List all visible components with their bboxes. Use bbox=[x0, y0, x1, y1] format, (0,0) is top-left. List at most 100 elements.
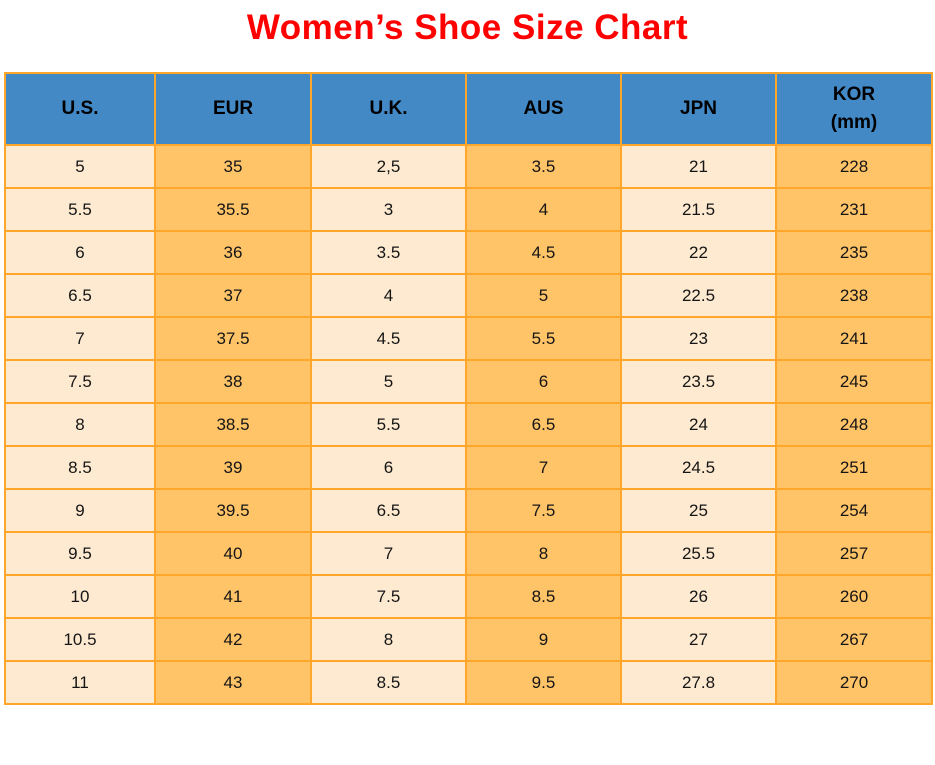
table-cell: 39 bbox=[154, 445, 312, 490]
table-row: 6 36 3.5 4.5 22 235 bbox=[4, 230, 933, 275]
table-cell: 7 bbox=[4, 316, 156, 361]
table-cell: 36 bbox=[154, 230, 312, 275]
column-header-us: U.S. bbox=[4, 72, 156, 146]
table-cell: 41 bbox=[154, 574, 312, 619]
table-cell: 257 bbox=[775, 531, 933, 576]
table-cell: 8 bbox=[465, 531, 622, 576]
table-cell: 228 bbox=[775, 144, 933, 189]
table-row: 10.5 42 8 9 27 267 bbox=[4, 617, 933, 662]
table-cell: 23.5 bbox=[620, 359, 777, 404]
table-cell: 25.5 bbox=[620, 531, 777, 576]
table-row: 10 41 7.5 8.5 26 260 bbox=[4, 574, 933, 619]
table-cell: 35.5 bbox=[154, 187, 312, 232]
column-header-eur: EUR bbox=[154, 72, 312, 146]
table-cell: 231 bbox=[775, 187, 933, 232]
table-cell: 26 bbox=[620, 574, 777, 619]
page-title: Women’s Shoe Size Chart bbox=[246, 8, 689, 47]
table-cell: 21.5 bbox=[620, 187, 777, 232]
table-cell: 3.5 bbox=[310, 230, 467, 275]
table-cell: 4.5 bbox=[465, 230, 622, 275]
table-cell: 4 bbox=[310, 273, 467, 318]
table-cell: 9.5 bbox=[465, 660, 622, 705]
table-cell: 4.5 bbox=[310, 316, 467, 361]
table-cell: 6.5 bbox=[465, 402, 622, 447]
table-row: 11 43 8.5 9.5 27.8 270 bbox=[4, 660, 933, 705]
column-header-uk: U.K. bbox=[310, 72, 467, 146]
table-cell: 39.5 bbox=[154, 488, 312, 533]
table-cell: 4 bbox=[465, 187, 622, 232]
table-row: 8 38.5 5.5 6.5 24 248 bbox=[4, 402, 933, 447]
column-header-kor: KOR (mm) bbox=[775, 72, 933, 146]
table-cell: 6 bbox=[4, 230, 156, 275]
table-cell: 254 bbox=[775, 488, 933, 533]
table-cell: 248 bbox=[775, 402, 933, 447]
table-cell: 251 bbox=[775, 445, 933, 490]
table-cell: 24.5 bbox=[620, 445, 777, 490]
table-cell: 6 bbox=[465, 359, 622, 404]
table-cell: 3 bbox=[310, 187, 467, 232]
table-cell: 10.5 bbox=[4, 617, 156, 662]
table-row: 9.5 40 7 8 25.5 257 bbox=[4, 531, 933, 576]
table-row: 7 37.5 4.5 5.5 23 241 bbox=[4, 316, 933, 361]
table-cell: 2,5 bbox=[310, 144, 467, 189]
table-cell: 24 bbox=[620, 402, 777, 447]
table-row: 6.5 37 4 5 22.5 238 bbox=[4, 273, 933, 318]
table-cell: 8 bbox=[310, 617, 467, 662]
column-header-kor-label: KOR bbox=[832, 83, 876, 105]
table-cell: 9 bbox=[465, 617, 622, 662]
table-cell: 43 bbox=[154, 660, 312, 705]
table-cell: 7.5 bbox=[310, 574, 467, 619]
shoe-size-table: U.S. EUR U.K. AUS JPN KOR (mm) 5 35 2,5 3.5… bbox=[4, 72, 933, 705]
table-row: 7.5 38 5 6 23.5 245 bbox=[4, 359, 933, 404]
table-body: 5 35 2,5 3.5 21 228 5.5 35.5 3 4 21.5 231 6 36 3.5 4.5 2… bbox=[4, 144, 933, 705]
table-cell: 27 bbox=[620, 617, 777, 662]
table-cell: 35 bbox=[154, 144, 312, 189]
table-cell: 21 bbox=[620, 144, 777, 189]
table-cell: 5.5 bbox=[465, 316, 622, 361]
table-cell: 37 bbox=[154, 273, 312, 318]
table-cell: 7.5 bbox=[4, 359, 156, 404]
table-cell: 38.5 bbox=[154, 402, 312, 447]
table-cell: 22.5 bbox=[620, 273, 777, 318]
table-cell: 22 bbox=[620, 230, 777, 275]
table-cell: 42 bbox=[154, 617, 312, 662]
column-header-aus: AUS bbox=[465, 72, 622, 146]
table-cell: 40 bbox=[154, 531, 312, 576]
table-cell: 6.5 bbox=[310, 488, 467, 533]
table-cell: 9 bbox=[4, 488, 156, 533]
table-cell: 5.5 bbox=[4, 187, 156, 232]
table-cell: 5 bbox=[465, 273, 622, 318]
table-cell: 25 bbox=[620, 488, 777, 533]
table-cell: 8.5 bbox=[465, 574, 622, 619]
table-cell: 23 bbox=[620, 316, 777, 361]
table-row: 5 35 2,5 3.5 21 228 bbox=[4, 144, 933, 189]
table-cell: 8.5 bbox=[4, 445, 156, 490]
table-cell: 270 bbox=[775, 660, 933, 705]
table-row: 9 39.5 6.5 7.5 25 254 bbox=[4, 488, 933, 533]
table-row: 5.5 35.5 3 4 21.5 231 bbox=[4, 187, 933, 232]
table-cell: 5.5 bbox=[310, 402, 467, 447]
table-cell: 37.5 bbox=[154, 316, 312, 361]
table-cell: 7.5 bbox=[465, 488, 622, 533]
table-cell: 5 bbox=[310, 359, 467, 404]
table-cell: 7 bbox=[310, 531, 467, 576]
table-cell: 5 bbox=[4, 144, 156, 189]
table-cell: 235 bbox=[775, 230, 933, 275]
table-row: 8.5 39 6 7 24.5 251 bbox=[4, 445, 933, 490]
table-cell: 6.5 bbox=[4, 273, 156, 318]
table-cell: 11 bbox=[4, 660, 156, 705]
table-cell: 10 bbox=[4, 574, 156, 619]
table-cell: 38 bbox=[154, 359, 312, 404]
column-header-jpn: JPN bbox=[620, 72, 777, 146]
header-row: U.S. EUR U.K. AUS JPN KOR (mm) bbox=[4, 72, 933, 146]
table-cell: 3.5 bbox=[465, 144, 622, 189]
table-cell: 27.8 bbox=[620, 660, 777, 705]
table-cell: 260 bbox=[775, 574, 933, 619]
table-cell: 245 bbox=[775, 359, 933, 404]
table-cell: 9.5 bbox=[4, 531, 156, 576]
table-cell: 8.5 bbox=[310, 660, 467, 705]
table-cell: 6 bbox=[310, 445, 467, 490]
column-header-kor-unit: (mm) bbox=[830, 112, 878, 133]
table-cell: 267 bbox=[775, 617, 933, 662]
table-cell: 241 bbox=[775, 316, 933, 361]
